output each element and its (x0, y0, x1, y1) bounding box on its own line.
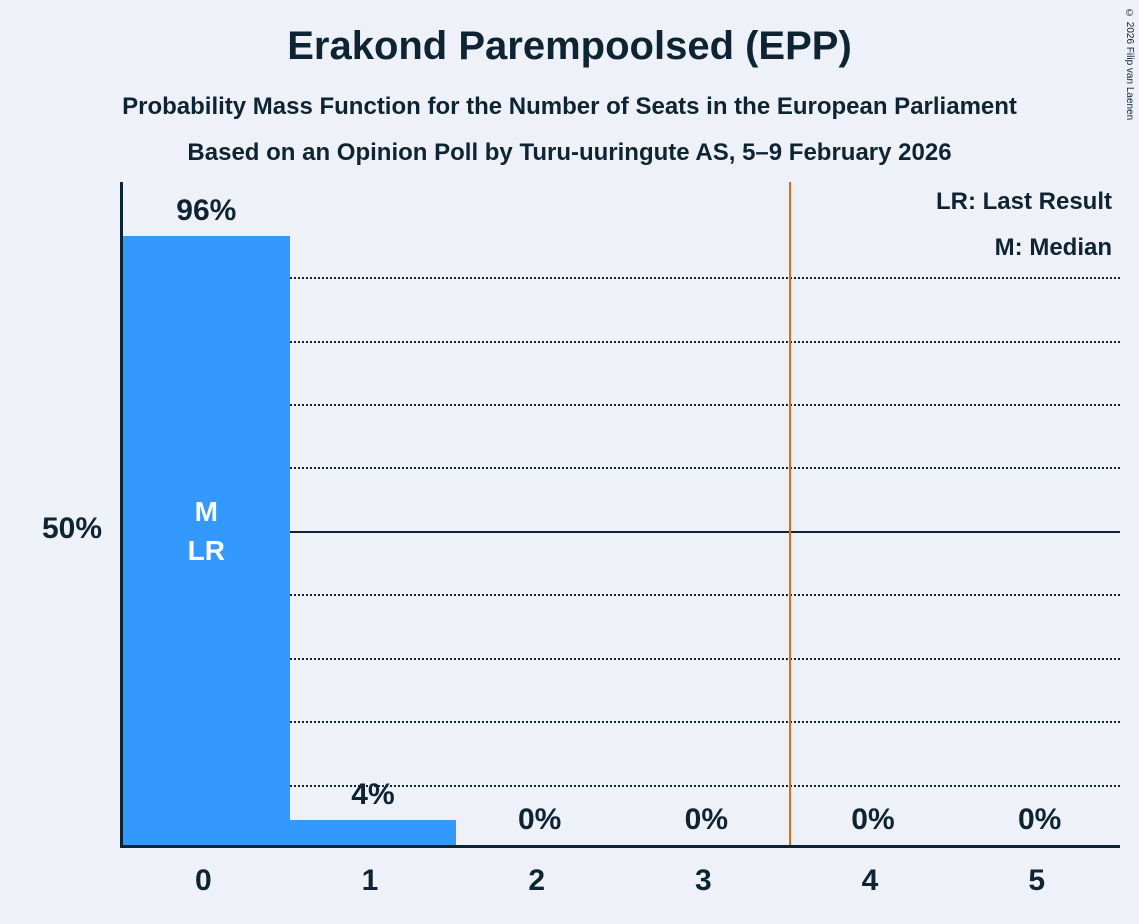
x-tick-label-4: 4 (861, 864, 879, 897)
gridline-80 (123, 340, 1120, 343)
legend-median: M: Median (994, 234, 1112, 261)
chart-subtitle-line2: Based on an Opinion Poll by Turu-uuringu… (187, 139, 952, 166)
bar-value-label-1: 4% (351, 777, 395, 811)
gridline-30 (123, 657, 1120, 660)
gridline-10 (123, 784, 1120, 787)
last-result-vline (788, 182, 791, 845)
x-axis-labels: 0 1 2 3 4 5 (120, 856, 1120, 916)
bar-seats-1 (289, 819, 457, 845)
bar-value-label-4: 0% (851, 803, 895, 836)
bar-seats-0 (123, 236, 290, 845)
annotation-m: M (194, 495, 218, 527)
x-tick-label-5: 5 (1028, 864, 1046, 897)
gridline-20 (123, 721, 1120, 724)
x-tick-label-1: 1 (361, 864, 379, 897)
x-tick-label-3: 3 (695, 864, 712, 897)
gridline-70 (123, 404, 1120, 406)
chart-header: Erakond Parempoolsed (EPP) Probability M… (0, 0, 1139, 167)
chart-subtitle-line1: Probability Mass Function for the Number… (122, 93, 1017, 120)
legend-last-result: LR: Last Result (935, 188, 1112, 215)
y-axis-tick-label: 50% (41, 512, 102, 545)
median-last-result-labels: M LR (188, 492, 225, 570)
chart-title: Erakond Parempoolsed (EPP) (287, 24, 852, 68)
gridline-40 (123, 594, 1120, 597)
bar-value-label-3: 0% (684, 803, 728, 836)
x-tick-label-2: 2 (528, 864, 546, 897)
gridline-60 (123, 467, 1120, 470)
bar-value-label-5: 0% (1017, 803, 1062, 836)
bar-value-label-2: 0% (517, 803, 562, 836)
chart-legend: LR: Last Result M: Median (936, 188, 1112, 262)
bar-value-label-0: 96% (176, 194, 237, 228)
gridline-90 (123, 277, 1120, 280)
plot-area: LR: Last Result M: Median 96% 4% 0% 0% 0% 0% M… (120, 182, 1120, 848)
gridline-50 (123, 530, 1120, 533)
copyright-notice: © 2026 Filip van Laenen (1124, 8, 1135, 121)
annotation-lr: LR (187, 534, 225, 566)
x-tick-label-0: 0 (194, 864, 212, 897)
